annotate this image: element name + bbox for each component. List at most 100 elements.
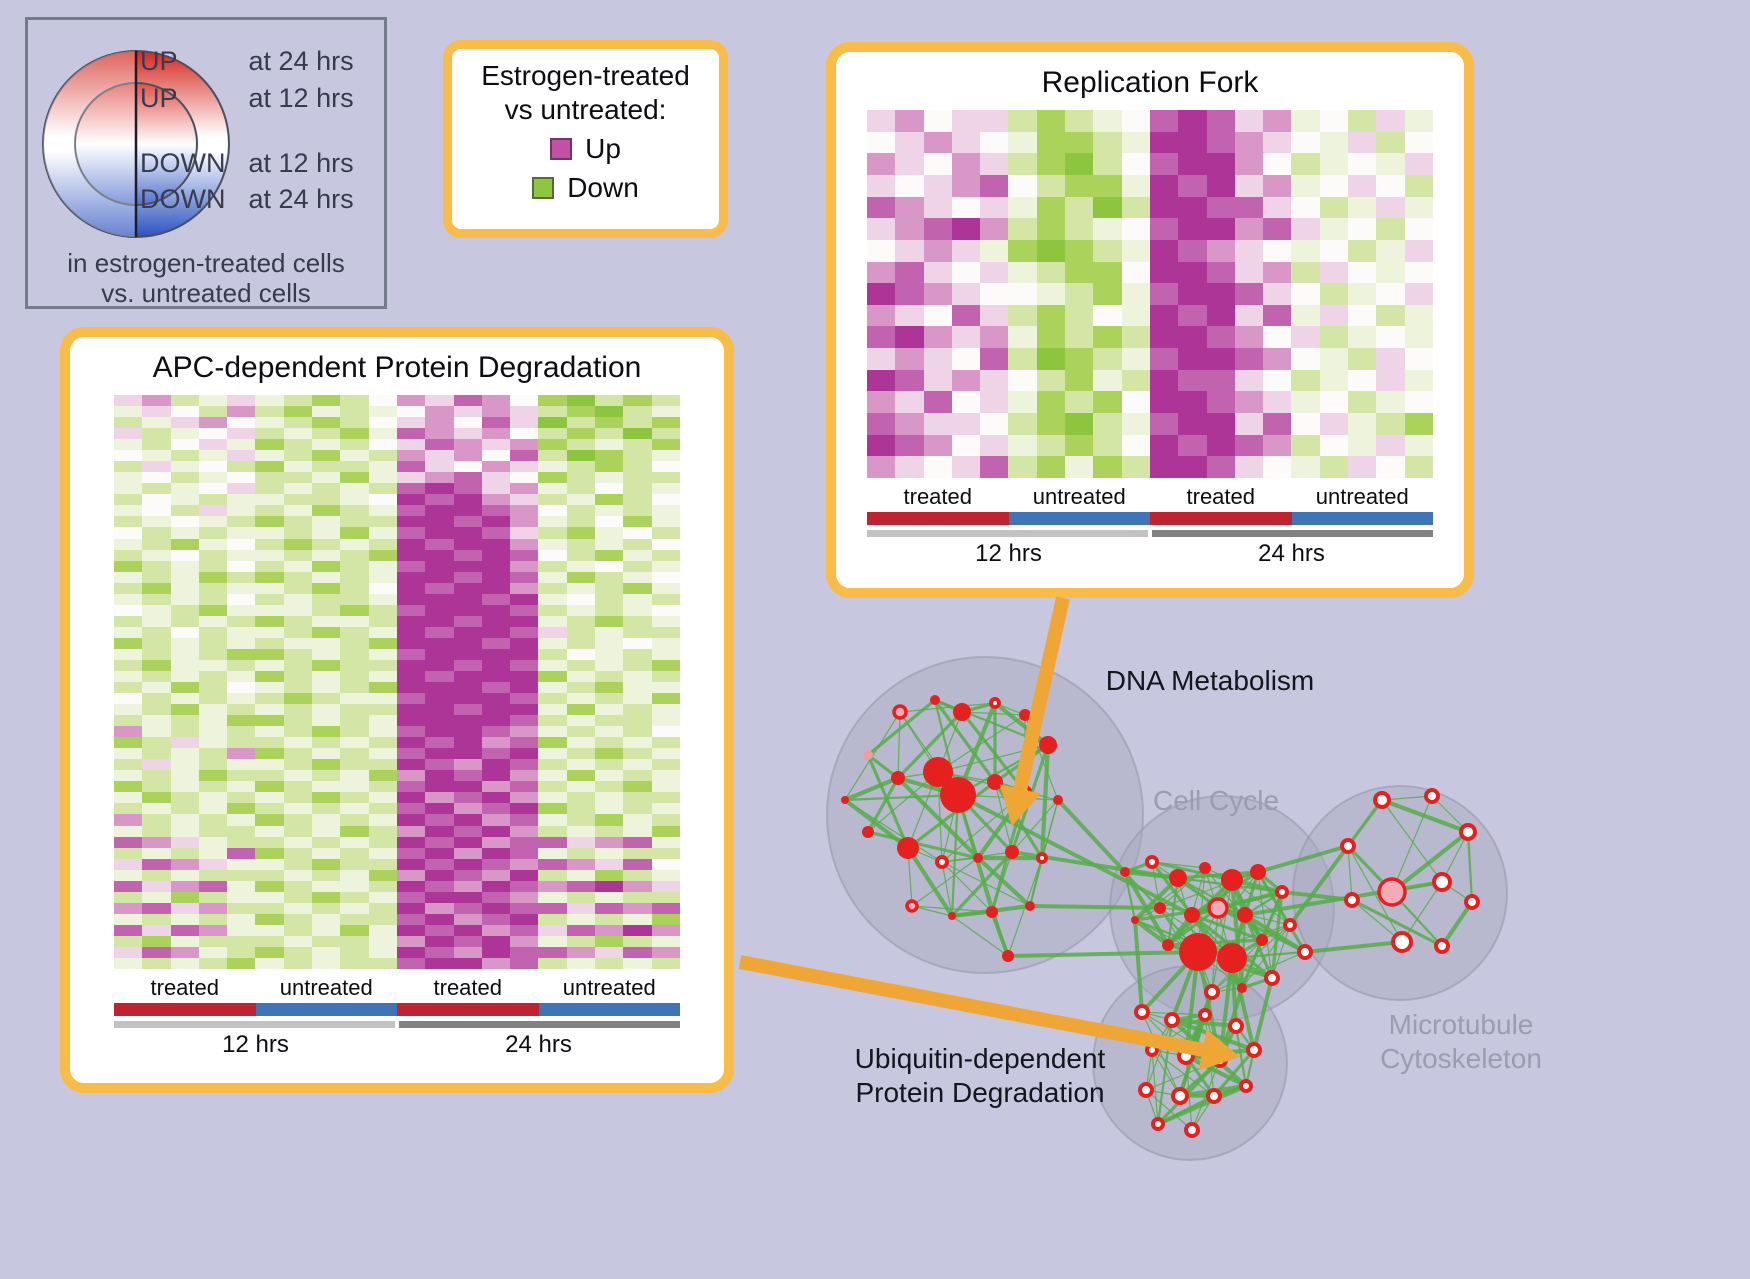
heatmap-cell	[114, 549, 143, 561]
heatmap-cell	[651, 803, 680, 815]
heatmap-cell	[198, 615, 228, 627]
legend-row-down-24: DOWN at 24 hrs	[140, 184, 354, 215]
heatmap-cell	[1263, 369, 1292, 392]
heatmap-cell	[142, 726, 171, 738]
heatmap-cell	[142, 428, 171, 440]
heatmap-cell	[142, 417, 171, 429]
heatmap-cell	[453, 505, 482, 517]
heatmap-cell	[453, 670, 482, 682]
heatmap-cell	[566, 527, 596, 539]
network-node	[1250, 864, 1266, 880]
network-edge	[951, 903, 1031, 919]
heatmap-cell	[170, 494, 199, 506]
heatmap-cell	[170, 869, 199, 881]
heatmap-cell	[340, 880, 369, 892]
heatmap-cell	[566, 748, 596, 760]
heatmap-cell	[283, 913, 313, 925]
heatmap-cell	[1234, 283, 1264, 305]
heatmap-cell	[453, 483, 482, 495]
heatmap-cell	[396, 472, 426, 484]
heatmap-cell	[368, 516, 397, 528]
network-cluster-label: Microtubule Cytoskeleton	[1380, 1008, 1542, 1076]
heatmap-cell	[1008, 174, 1037, 197]
heatmap-cell	[1008, 348, 1037, 370]
apc-heatmap-panel: APC-dependent Protein Degradation treate…	[60, 327, 734, 1093]
heatmap-cell	[1263, 110, 1292, 132]
heatmap-cell	[951, 196, 981, 219]
heatmap-cell	[1065, 348, 1094, 370]
time-label-12: 12 hrs	[222, 1031, 289, 1058]
heatmap-cell	[368, 483, 397, 495]
heatmap-cell	[595, 792, 624, 804]
heatmap-cell	[1065, 239, 1094, 262]
heatmap-cell	[1404, 239, 1433, 262]
heatmap-cell	[566, 582, 596, 594]
network-edge	[1281, 890, 1353, 902]
heatmap-cell	[198, 450, 228, 462]
heatmap-cell	[1319, 131, 1349, 154]
heatmap-cell	[1404, 218, 1433, 240]
network-node	[891, 771, 905, 785]
heatmap-cell	[453, 836, 482, 848]
heatmap-cell	[255, 814, 284, 826]
heatmap-cell	[170, 781, 199, 793]
heatmap-cell	[312, 858, 341, 870]
heatmap-cell	[453, 549, 482, 561]
heatmap-cell	[312, 759, 341, 771]
heatmap-cell	[114, 704, 143, 716]
heatmap-cell	[453, 494, 482, 506]
network-edge	[844, 711, 901, 801]
heatmap-cell	[651, 880, 680, 892]
heatmap-cell	[283, 792, 313, 804]
network-node	[1018, 785, 1032, 799]
heatmap-cell	[1036, 131, 1066, 154]
heatmap-cell	[923, 434, 952, 457]
condition-bar-segment	[867, 512, 1009, 525]
heatmap-cell	[651, 670, 680, 682]
network-edge	[1134, 919, 1199, 953]
network-edge	[1213, 1084, 1247, 1098]
heatmap-cell	[453, 825, 482, 837]
heatmap-cell	[396, 759, 426, 771]
heatmap-cell	[538, 593, 567, 605]
heatmap-cell	[312, 913, 341, 925]
up-label: Up	[585, 133, 621, 165]
legend-row-up-12: UP at 12 hrs	[140, 83, 354, 114]
heatmap-cell	[481, 825, 511, 837]
heatmap-cell	[566, 560, 596, 572]
time-bar-segment	[867, 530, 1148, 537]
network-edge	[961, 711, 1026, 716]
heatmap-cell	[1234, 218, 1264, 240]
heatmap-cell	[923, 131, 952, 154]
heatmap-cell	[1093, 110, 1122, 132]
heatmap-cell	[198, 428, 228, 440]
heatmap-cell	[538, 527, 567, 539]
heatmap-cell	[142, 935, 171, 947]
heatmap-cell	[1093, 369, 1122, 392]
heatmap-cell	[142, 637, 171, 649]
network-edge	[896, 710, 964, 780]
network-node	[1391, 931, 1413, 953]
heatmap-cell	[566, 428, 596, 440]
heatmap-cell	[595, 659, 624, 671]
heatmap-cell	[538, 615, 567, 627]
heatmap-cell	[396, 439, 426, 451]
heatmap-cell	[198, 781, 228, 793]
heatmap-cell	[340, 704, 369, 716]
heatmap-cell	[1178, 174, 1207, 197]
heatmap-cell	[623, 527, 652, 539]
heatmap-cell	[1206, 174, 1235, 197]
heatmap-cell	[481, 858, 511, 870]
heatmap-cell	[340, 924, 369, 936]
heatmap-cell	[595, 417, 624, 429]
network-edge	[899, 711, 959, 796]
network-cluster-label-line: Ubiquitin-dependent	[854, 1043, 1106, 1074]
network-edge	[1151, 860, 1233, 882]
heatmap-cell	[227, 770, 256, 782]
heatmap-cell	[1404, 434, 1433, 457]
heatmap-cell	[895, 348, 924, 370]
heatmap-cell	[595, 748, 624, 760]
network-edge	[994, 780, 1026, 794]
heatmap-cell	[1065, 283, 1094, 305]
heatmap-cell	[481, 704, 511, 716]
